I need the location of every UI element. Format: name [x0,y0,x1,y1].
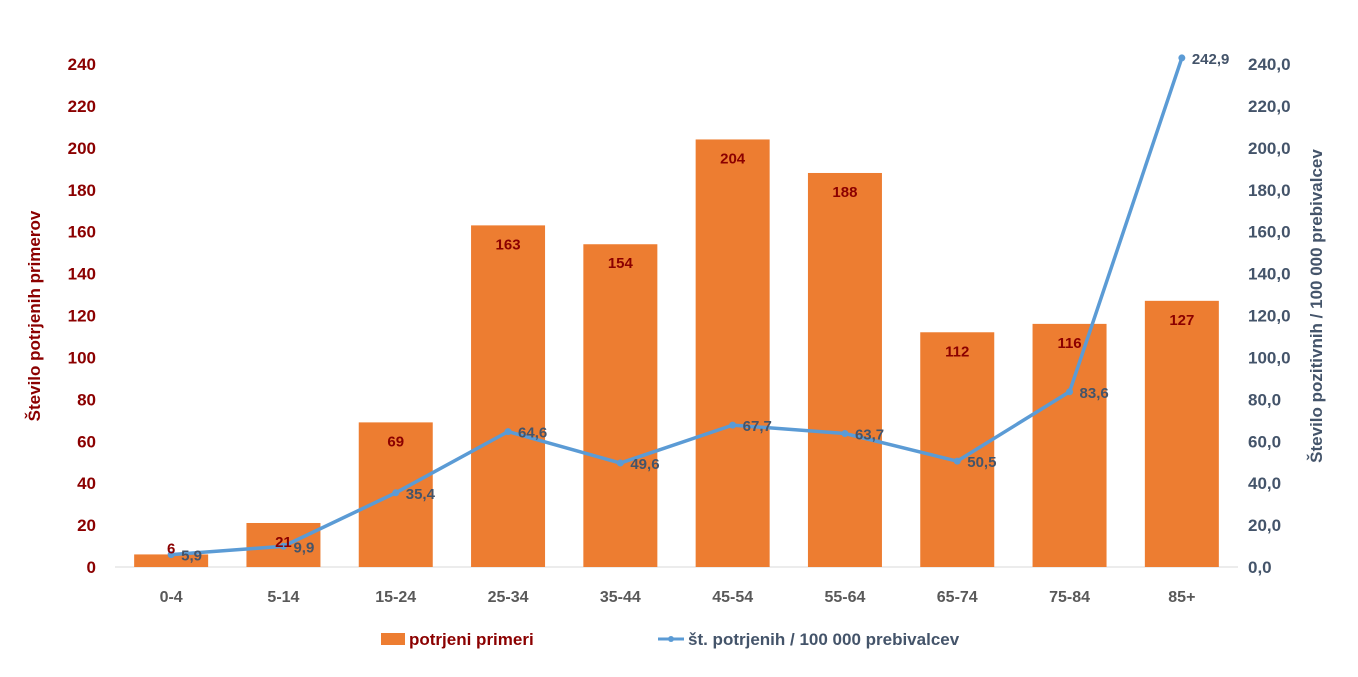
line-point [504,428,512,436]
bar-data-label: 127 [1169,312,1194,329]
line-data-label: 64,6 [518,425,547,442]
line-data-label: 35,4 [406,486,436,503]
line-data-label: 49,6 [630,456,659,473]
x-tick-label: 35-44 [600,589,641,606]
bar-data-label: 163 [496,236,521,253]
bar [583,244,658,567]
right-tick-label: 20,0 [1248,516,1281,535]
right-tick-label: 120,0 [1248,307,1291,326]
right-tick-label: 180,0 [1248,181,1291,200]
left-tick-label: 20 [77,516,96,535]
bar [471,225,546,568]
line-series-group [167,54,1186,559]
bar-labels-group: 6 21 69 163 154 204 188 112 116 127 [167,150,1194,557]
bar-data-label: 21 [275,534,292,551]
left-tick-label: 100 [68,348,96,367]
x-tick-label: 55-64 [824,589,865,606]
line-data-label: 67,7 [743,418,772,435]
right-tick-label: 40,0 [1248,474,1281,493]
line-data-label: 63,7 [855,426,884,443]
legend-line-label: št. potrjenih / 100 000 prebivalcev [688,630,960,649]
right-axis-ticks: 0,0 20,0 40,0 60,0 80,0 100,0 120,0 140,0 160,0 1… [1248,55,1291,577]
left-tick-label: 40 [77,474,96,493]
x-tick-label: 0-4 [160,589,183,606]
x-tick-label: 15-24 [375,589,416,606]
line-point [1066,388,1074,396]
line-point [167,551,175,559]
right-tick-label: 220,0 [1248,97,1291,116]
x-tick-label: 45-54 [712,589,753,606]
bar-data-label: 188 [832,184,857,201]
line-path [171,57,1184,557]
line-point [729,421,737,429]
line-point [1178,54,1186,62]
line-point [953,457,961,465]
legend-bar-swatch [381,633,405,645]
line-point [616,459,624,467]
legend-line-marker [668,636,674,642]
bar [134,554,209,567]
line-data-label: 83,6 [1080,385,1109,402]
line-point [841,429,849,437]
line-data-label: 5,9 [181,548,202,565]
left-axis-ticks: 0 20 40 60 80 100 120 140 160 180 200 220 240 [68,55,96,577]
right-tick-label: 240,0 [1248,55,1291,74]
right-tick-label: 60,0 [1248,432,1281,451]
bar-data-label: 69 [387,433,404,450]
bars-group [134,139,1219,568]
right-tick-label: 160,0 [1248,223,1291,242]
right-tick-label: 140,0 [1248,265,1291,284]
left-axis-title: Število potrjenih primerov [25,210,44,421]
left-tick-label: 160 [68,223,96,242]
left-tick-label: 120 [68,307,96,326]
x-tick-label: 75-84 [1049,589,1090,606]
right-tick-label: 0,0 [1248,558,1272,577]
left-tick-label: 0 [87,558,96,577]
left-tick-label: 80 [77,390,96,409]
bar [1032,323,1107,567]
left-tick-label: 200 [68,139,96,158]
left-tick-label: 140 [68,265,96,284]
legend: potrjeni primeri št. potrjenih / 100 000… [381,630,960,649]
right-tick-label: 80,0 [1248,390,1281,409]
x-tick-label: 65-74 [937,589,978,606]
bar [920,332,995,567]
bar-data-label: 154 [608,255,634,272]
left-tick-label: 60 [77,432,96,451]
x-tick-label: 85+ [1168,589,1195,606]
line-labels-group: 5,9 9,9 35,4 64,6 49,6 67,7 63,7 50,5 83,6 242,9 [181,51,1229,565]
right-tick-label: 200,0 [1248,139,1291,158]
left-tick-label: 220 [68,97,96,116]
line-point [392,489,400,497]
bar-data-label: 112 [945,343,969,360]
bar-data-label: 6 [167,540,175,557]
right-tick-label: 100,0 [1248,348,1291,367]
bar [1144,300,1219,567]
legend-bar-label: potrjeni primeri [409,630,534,649]
x-tick-label: 5-14 [267,589,299,606]
right-axis-title: Število pozitivnih / 100 000 prebivalcev [1307,149,1326,463]
bar-data-label: 204 [720,150,746,167]
line-data-label: 9,9 [293,539,314,556]
bar-data-label: 116 [1057,335,1081,352]
line-data-label: 242,9 [1192,51,1230,68]
line-point [279,542,287,550]
bar [695,139,770,567]
x-tick-label: 25-34 [488,589,529,606]
x-axis-categories: 0-4 5-14 15-24 25-34 35-44 45-54 55-64 65-74 75-… [160,589,1196,606]
bar [807,172,882,567]
left-tick-label: 180 [68,181,96,200]
left-tick-label: 240 [68,55,96,74]
line-data-label: 50,5 [967,454,996,471]
